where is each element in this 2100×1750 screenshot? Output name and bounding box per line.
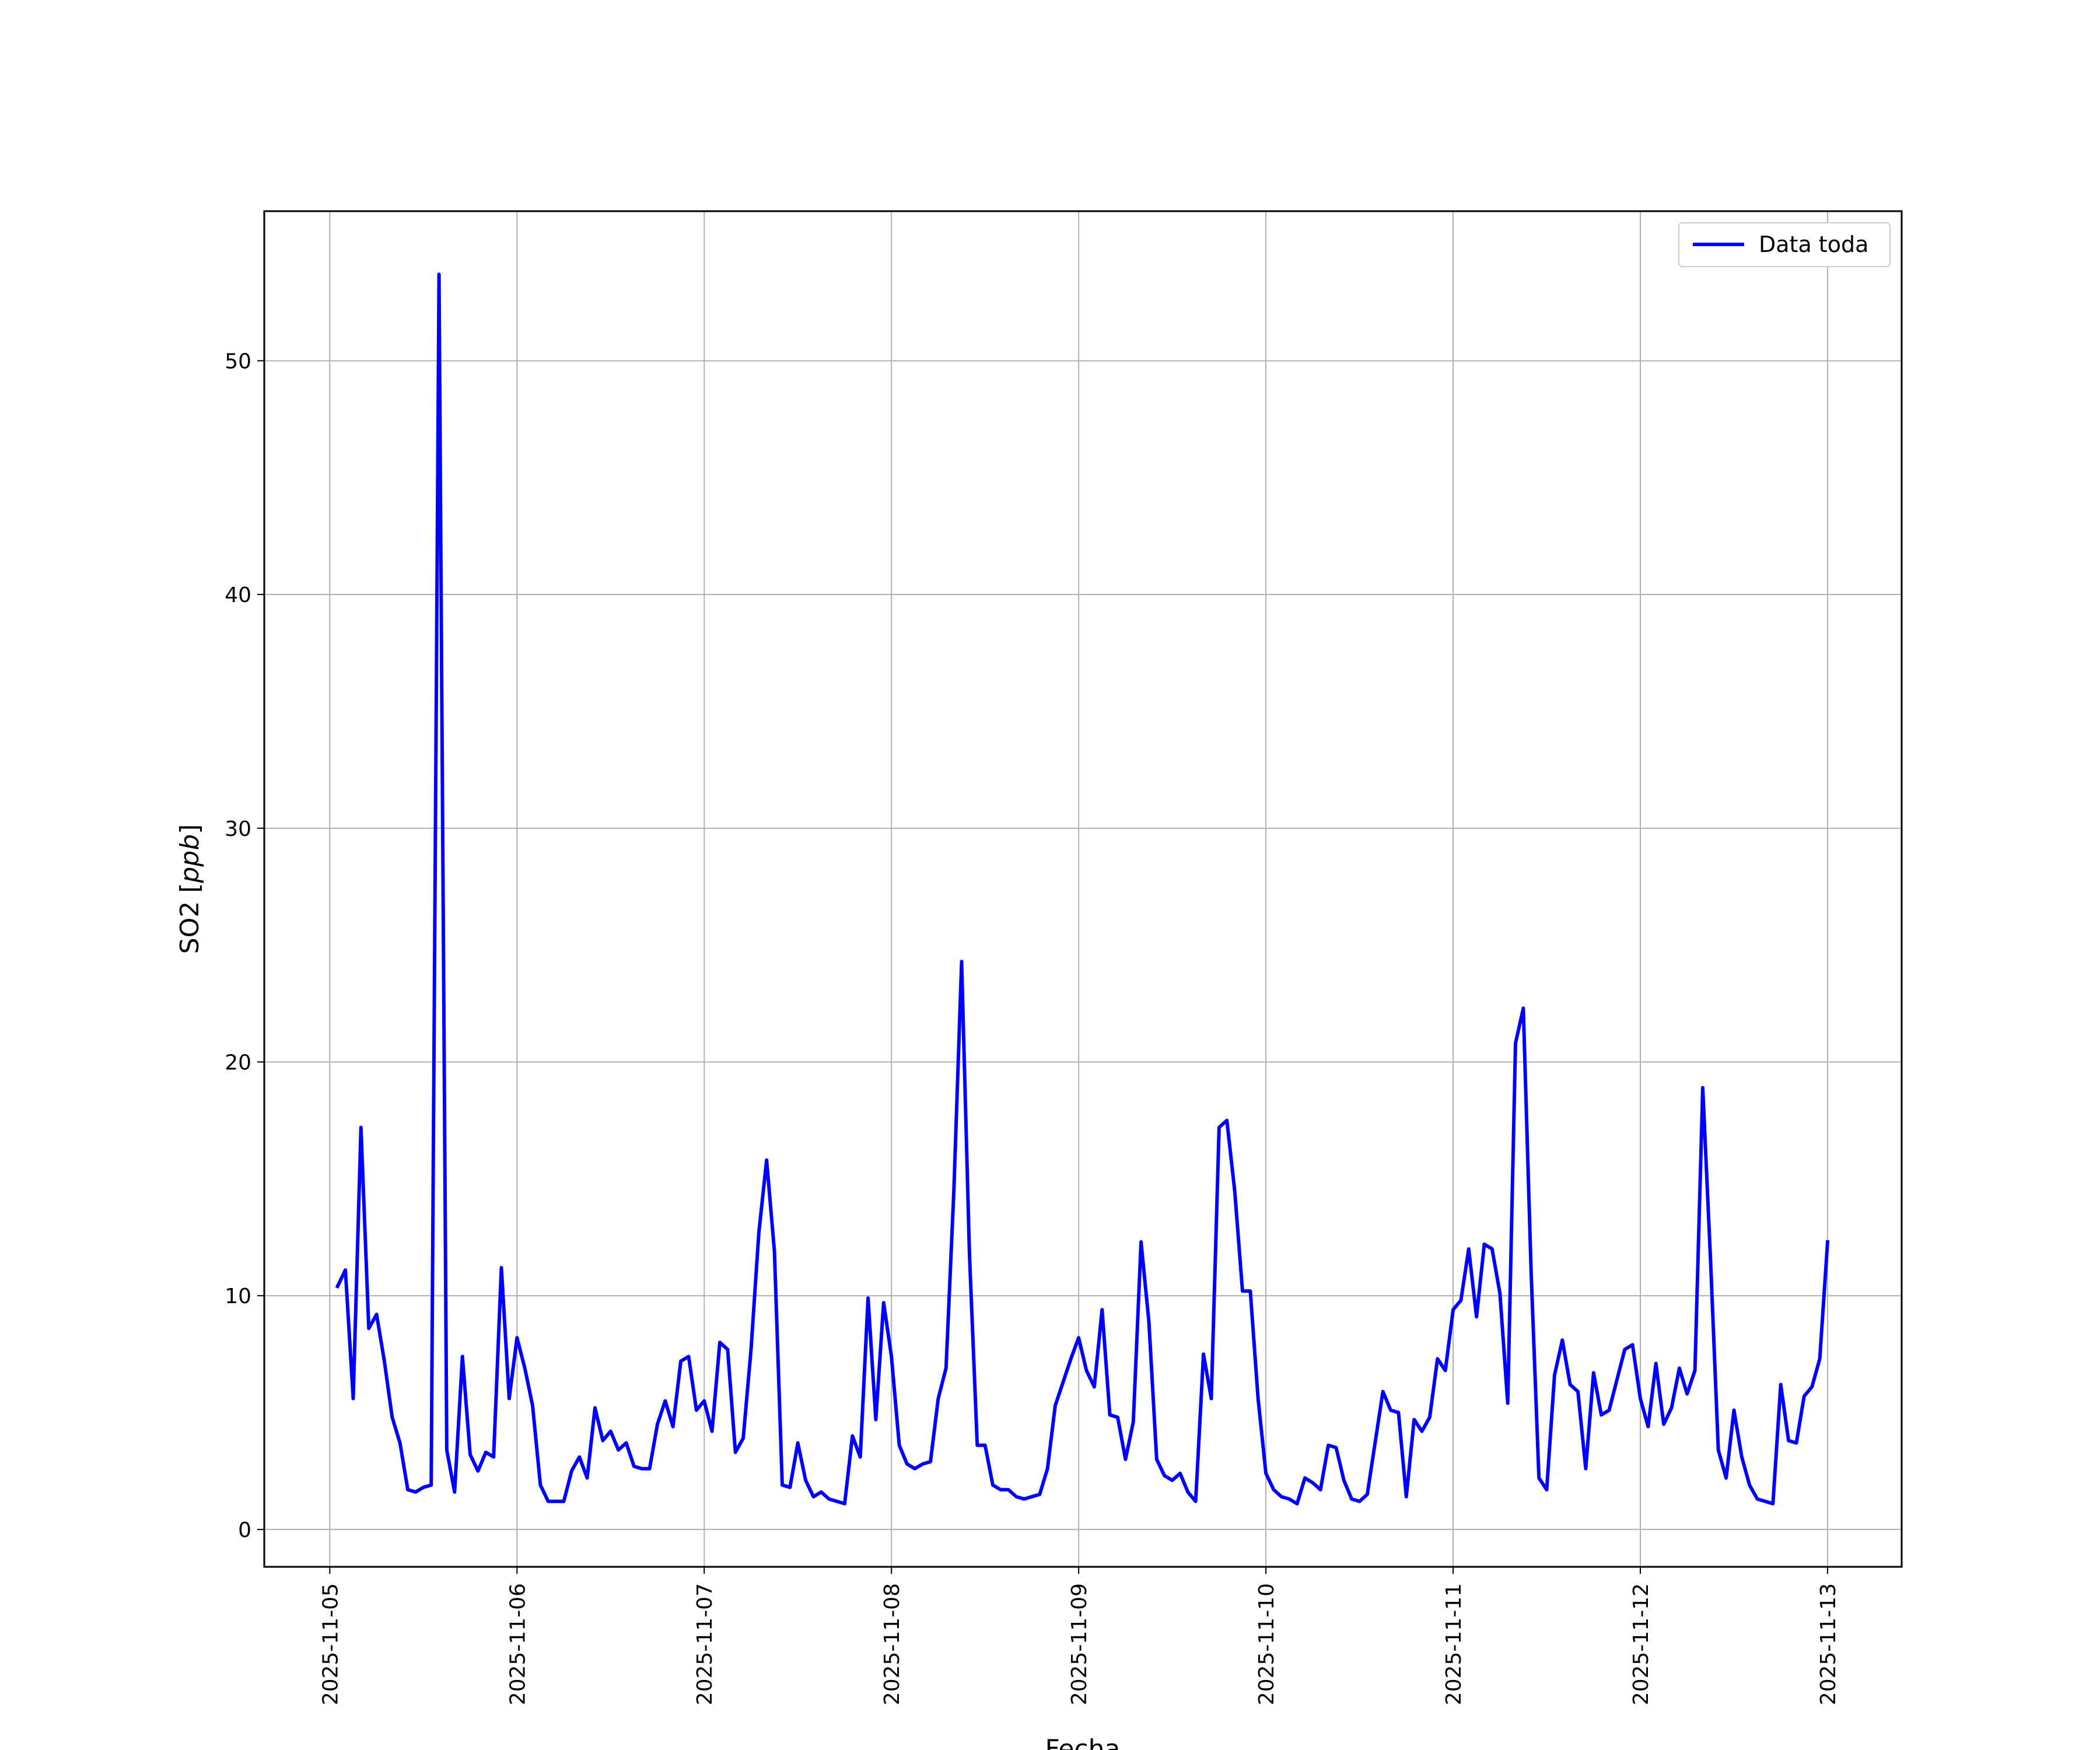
x-tick-label: 2025-11-12	[1629, 1583, 1653, 1705]
x-tick-label: 2025-11-10	[1255, 1583, 1279, 1705]
legend: Data toda	[1678, 222, 1891, 267]
grid	[264, 211, 1902, 1567]
plot-area-frame	[263, 210, 1903, 1568]
y-tick-label: 20	[225, 1051, 251, 1075]
series-layer	[335, 272, 1830, 1506]
x-tick-label: 2025-11-09	[1068, 1583, 1091, 1705]
y-tick-label: 0	[238, 1518, 251, 1542]
x-axis-label: Fecha	[1045, 1734, 1120, 1750]
x-tick-label: 2025-11-07	[693, 1583, 717, 1705]
y-tick-label: 50	[225, 349, 251, 373]
x-tick-label: 2025-11-06	[506, 1583, 530, 1705]
series-line-0	[335, 272, 1830, 1506]
x-axis: 2025-11-05 2025-11-06 2025-11-07 2025-11-08…	[318, 1567, 1840, 1705]
x-tick-label: 2025-11-08	[880, 1583, 904, 1705]
y-tick-label: 10	[225, 1284, 251, 1308]
legend-box	[1678, 222, 1891, 267]
x-tick-label: 2025-11-05	[318, 1583, 342, 1705]
y-axis-label: SO2 [ppb]	[175, 824, 205, 954]
y-tick-label: 40	[225, 583, 251, 607]
legend-label: Data toda	[1759, 232, 1868, 257]
y-axis-label-main: SO2 [	[175, 883, 205, 954]
y-axis-label-unit: ppb	[175, 834, 205, 884]
y-axis-label-close: ]	[175, 824, 205, 834]
y-axis: 0 10 20 30 40 50	[225, 349, 264, 1542]
x-tick-label: 2025-11-13	[1817, 1583, 1840, 1705]
y-tick-label: 30	[225, 817, 251, 841]
x-tick-label: 2025-11-11	[1442, 1583, 1466, 1705]
